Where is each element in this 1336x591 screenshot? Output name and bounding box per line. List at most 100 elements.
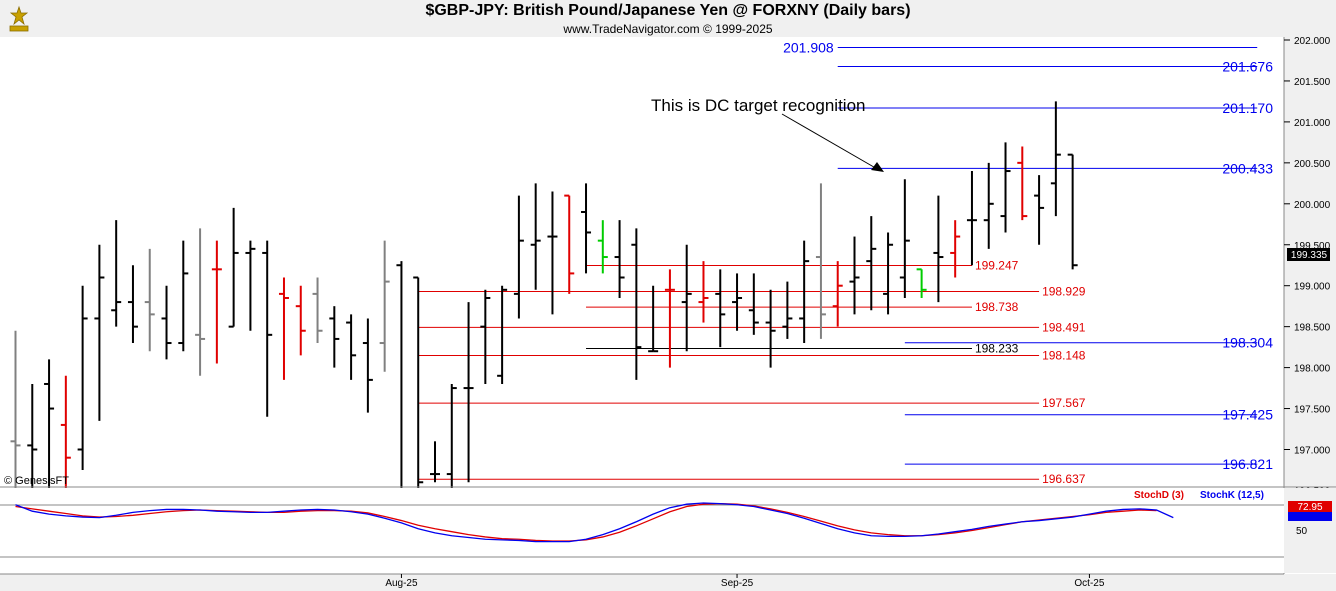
price-bar [782, 281, 793, 339]
annotation-arrowhead [871, 162, 884, 172]
price-tick-label: 202.000 [1294, 36, 1331, 47]
price-axis-background [1284, 37, 1336, 487]
stochd-last-badge [1288, 501, 1332, 512]
price-bar [631, 228, 642, 380]
legend-stochd: StochD (3) [1134, 490, 1184, 501]
stochastic-panel-background [0, 488, 1284, 573]
price-bar [127, 265, 138, 344]
level-label: 196.821 [1222, 456, 1273, 472]
price-bar [446, 383, 457, 495]
copyright-text: © GenesisFT [4, 475, 69, 487]
price-panel: 201.908 201.676 201.170 200.433 199.247 198.9… [0, 37, 1284, 495]
stochastic-lines [15, 502, 1174, 543]
price-bar [44, 359, 55, 491]
price-bar [312, 277, 323, 344]
price-bar [765, 289, 776, 368]
time-axis: Aug-25 Sep-25 Oct-25 [0, 573, 1336, 591]
price-bar [698, 261, 709, 323]
level-label: 197.567 [1042, 396, 1086, 410]
level-label: 200.433 [1222, 160, 1273, 176]
price-bar [497, 285, 508, 384]
stochk-line [15, 502, 1174, 543]
price-bar [916, 268, 927, 298]
level-label: 198.233 [975, 342, 1019, 356]
price-bar [748, 273, 759, 335]
price-bar [1034, 175, 1045, 245]
level-label: 201.908 [783, 40, 834, 56]
price-bar [94, 244, 105, 421]
time-tick-label: Oct-25 [1074, 578, 1104, 589]
price-tick-label: 201.000 [1294, 118, 1331, 129]
level-label: 198.148 [1042, 348, 1086, 362]
price-bar [564, 194, 575, 294]
price-bar [329, 306, 340, 368]
price-bar [933, 195, 944, 303]
price-bar [346, 314, 357, 380]
price-bar [966, 171, 977, 266]
last-price-badge [1287, 248, 1330, 261]
price-bar [211, 240, 222, 364]
price-tick-label: 201.500 [1294, 77, 1331, 88]
price-tick-label: 198.000 [1294, 364, 1331, 375]
price-bar [262, 240, 273, 417]
time-axis-labels: Aug-25 Sep-25 Oct-25 [385, 574, 1105, 589]
price-bar [614, 220, 625, 298]
price-tick-label: 200.500 [1294, 159, 1331, 170]
price-bar [883, 232, 894, 315]
price-tick-label: 197.500 [1294, 405, 1331, 416]
price-bar [732, 273, 743, 331]
price-panel-background [0, 37, 1284, 487]
price-bar [245, 240, 256, 331]
legend-stochk: StochK (12,5) [1200, 490, 1264, 501]
price-bar [1067, 153, 1078, 270]
time-axis-background [0, 574, 1336, 591]
level-label: 198.304 [1222, 335, 1273, 351]
price-bar [513, 195, 524, 319]
price-tick-label: 199.000 [1294, 282, 1331, 293]
price-bar [10, 330, 21, 491]
price-bar [463, 302, 474, 483]
price-tick-label: 200.000 [1294, 200, 1331, 211]
price-bar [547, 191, 558, 315]
price-bar [480, 289, 491, 384]
price-bar [1050, 101, 1061, 217]
level-label: 201.170 [1222, 100, 1273, 116]
price-bar [144, 248, 155, 352]
price-bar [379, 240, 390, 372]
price-bar [1017, 146, 1028, 221]
annotation: This is DC target recognition [651, 96, 884, 172]
price-bar [413, 276, 424, 495]
price-tick-label: 197.000 [1294, 446, 1331, 457]
price-bar [950, 220, 961, 278]
price-bar [799, 240, 810, 344]
price-bar [195, 228, 206, 376]
price-bar [295, 285, 306, 356]
annotation-arrow-line [781, 113, 880, 171]
price-bar [983, 162, 994, 249]
price-bar [77, 285, 88, 470]
price-bar [278, 277, 289, 380]
price-bar [1000, 142, 1011, 233]
price-bar [664, 269, 675, 368]
level-label: 201.676 [1222, 59, 1273, 75]
price-bar [581, 183, 592, 274]
price-bars [10, 101, 1078, 495]
stoch-tick-50: 50 [1296, 526, 1308, 537]
price-bar [815, 183, 826, 339]
price-bar [161, 285, 172, 360]
target-levels: 201.908 201.676 201.170 200.433 199.247 198.9… [418, 40, 1273, 486]
level-label: 198.929 [1042, 285, 1086, 299]
price-bar [111, 220, 122, 327]
price-bar [430, 441, 440, 483]
price-bar [60, 375, 71, 491]
price-tick-label: 199.500 [1294, 241, 1331, 252]
price-bar [681, 244, 692, 352]
price-bar [715, 269, 726, 348]
price-axis: 202.000 201.500 201.000 200.500 200.000 199.5… [1283, 36, 1336, 575]
time-tick-label: Sep-25 [721, 578, 754, 589]
price-bar [27, 383, 38, 491]
stochk-last-badge [1288, 512, 1332, 521]
price-bar [849, 236, 860, 315]
annotation-text: This is DC target recognition [651, 96, 865, 115]
level-label: 199.247 [975, 258, 1019, 272]
